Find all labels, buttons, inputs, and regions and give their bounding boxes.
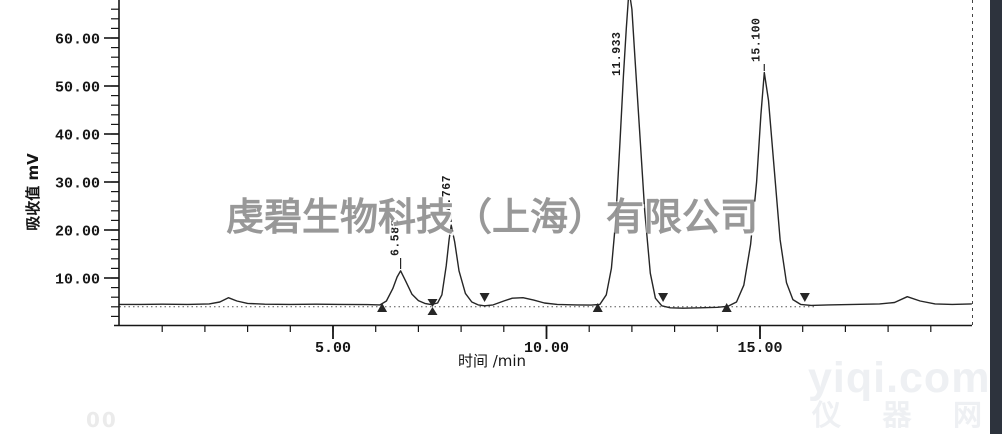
peak-rt-label: 15.100: [750, 18, 763, 62]
peak-start-marker: [721, 303, 732, 312]
y-tick-label: 50.00: [55, 80, 100, 97]
peak-rt-label: 6.583: [390, 219, 403, 256]
ghost-text: 00: [86, 408, 118, 432]
y-tick-label: 20.00: [55, 224, 100, 241]
x-tick-label: 15.00: [737, 340, 782, 357]
signal-trace: [118, 0, 973, 309]
peak-rt-label: 11.933: [611, 32, 624, 76]
x-tick-label: 10.00: [524, 340, 569, 357]
y-tick-label: 40.00: [55, 128, 100, 145]
y-tick-label: 30.00: [55, 176, 100, 193]
peak-start-marker: [377, 303, 388, 312]
right-edge-strip: [990, 0, 1002, 434]
y-tick-label: 10.00: [55, 272, 100, 289]
y-tick-label: 60.00: [55, 32, 100, 49]
y-axis-title: 吸收值 mV: [24, 153, 42, 231]
peak-end-marker: [479, 293, 490, 302]
peak-split-marker: [427, 299, 438, 307]
x-tick-label: 5.00: [315, 340, 351, 357]
peak-start-marker: [592, 303, 603, 312]
x-axis-title: 时间 /min: [458, 352, 526, 370]
peak-end-marker: [658, 293, 669, 302]
peak-rt-label: 7.767: [441, 175, 454, 212]
peak-split-marker: [427, 307, 438, 315]
peak-end-marker: [799, 293, 810, 302]
